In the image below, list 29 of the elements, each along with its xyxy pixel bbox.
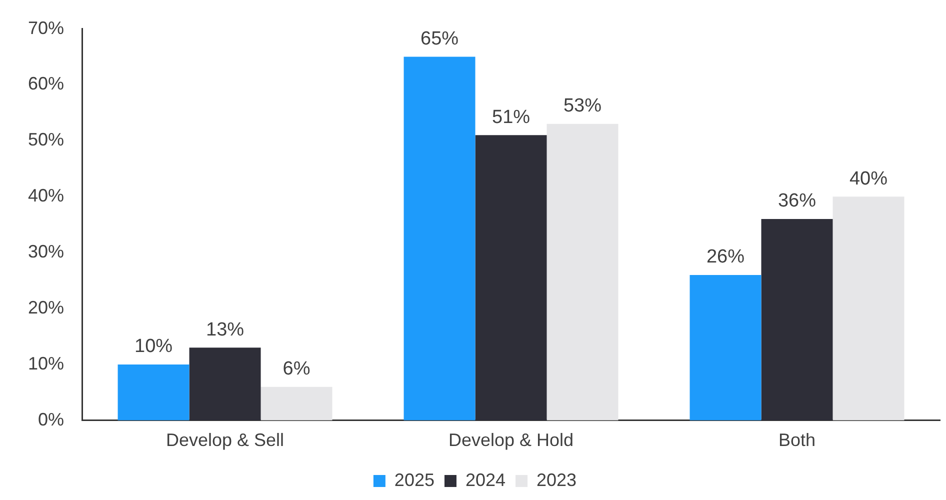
y-tick-label: 40% (28, 186, 64, 206)
y-tick-label: 50% (28, 130, 64, 150)
data-label: 40% (849, 168, 888, 190)
y-tick-label: 70% (28, 18, 64, 38)
data-label: 53% (563, 96, 602, 117)
x-tick-label: Both (778, 430, 816, 450)
bar (404, 56, 476, 420)
x-tick-label: Develop & Hold (448, 430, 574, 450)
y-tick-label: 60% (28, 74, 64, 94)
bar (260, 386, 332, 420)
legend-label: 2023 (536, 470, 577, 490)
y-tick-label: 30% (28, 242, 64, 262)
data-label: 51% (492, 106, 530, 128)
data-label: 26% (706, 246, 745, 268)
data-label: 6% (282, 358, 310, 380)
y-tick-label: 10% (28, 353, 64, 374)
bar (118, 364, 190, 420)
data-label: 10% (134, 336, 173, 358)
y-tick-label: 0% (38, 409, 64, 430)
bar (546, 124, 618, 420)
data-label: 65% (420, 28, 459, 50)
bar (690, 274, 762, 420)
legend-label: 2024 (465, 470, 506, 490)
data-label: 36% (778, 190, 816, 212)
legend-label: 2025 (394, 470, 434, 490)
data-label: 13% (206, 319, 244, 340)
bar (832, 196, 904, 420)
x-tick-label: Develop & Sell (166, 430, 284, 450)
y-tick-label: 20% (28, 297, 64, 318)
